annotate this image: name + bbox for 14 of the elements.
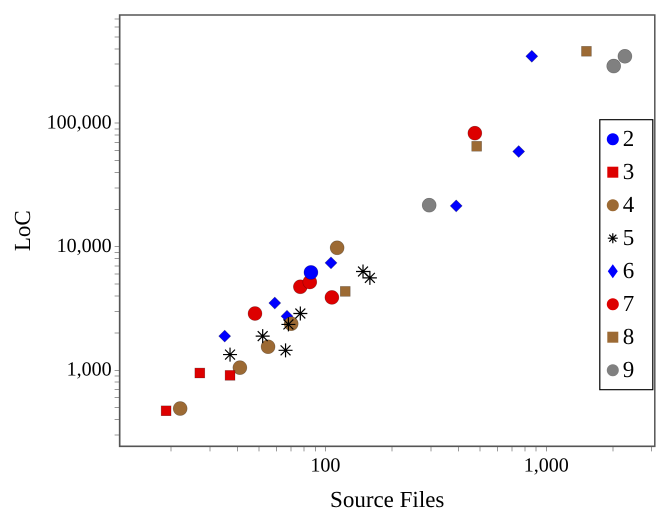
y-axis-title: LoC [10,210,35,252]
x-tick-label: 100 [310,454,340,477]
legend-label: 7 [622,291,634,316]
legend-label: 6 [622,258,634,284]
legend-label: 8 [622,324,634,350]
legend-label: 9 [622,357,634,382]
legend-label: 3 [622,159,634,184]
y-tick-label: 10,000 [56,234,112,257]
legend-label: 4 [622,192,635,218]
y-tick-label: 1,000 [66,358,112,381]
legend-label: 5 [622,225,634,250]
y-tick-label: 100,000 [46,111,112,134]
x-axis-title: Source Files [330,487,444,512]
legend-label: 2 [622,126,634,152]
